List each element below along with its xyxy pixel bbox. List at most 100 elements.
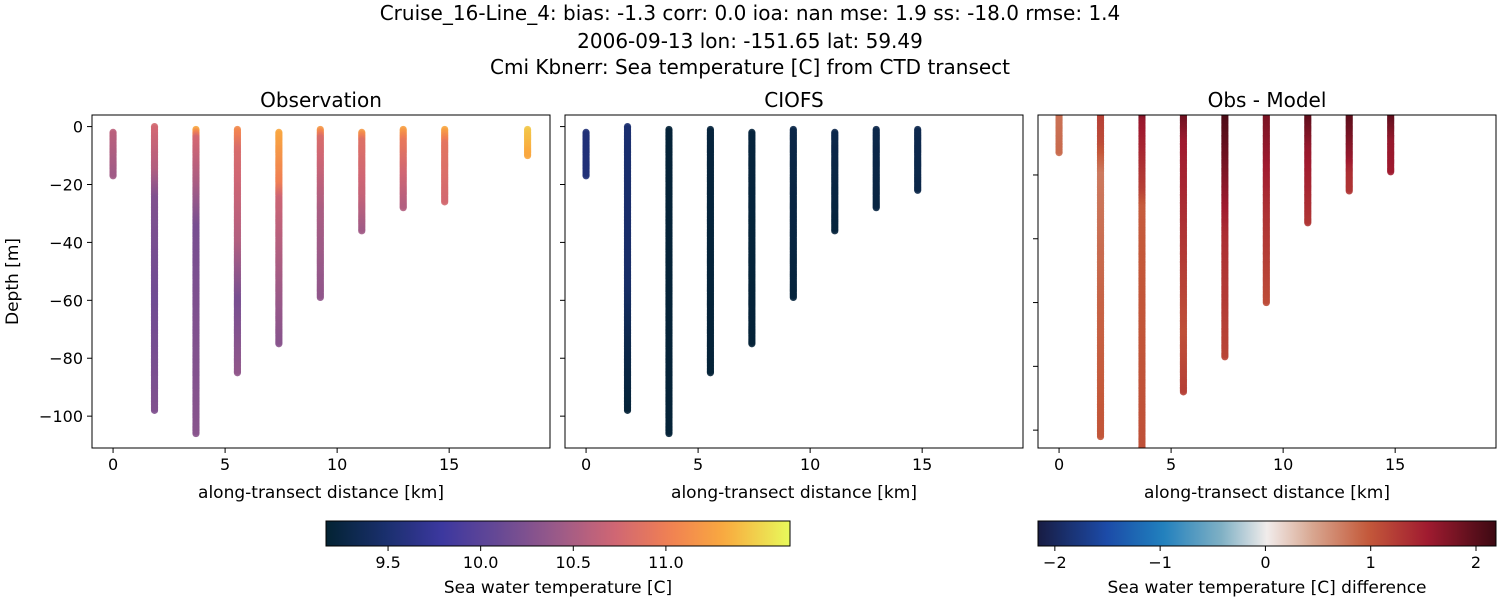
data-point (1345, 187, 1353, 195)
axes-frame (1037, 114, 1497, 449)
cast-profile (441, 125, 449, 206)
x-axis-label: along-transect distance [km] (198, 483, 444, 503)
cast-profile (523, 125, 532, 160)
data-point (1262, 298, 1270, 307)
panel-ciofs: CIOFS 0 5 10 15 along-transect distance [km] (560, 88, 1024, 503)
data-point (1304, 219, 1312, 227)
cast-profile (1055, 115, 1063, 157)
cast-profile (109, 128, 117, 180)
cast-profile (665, 125, 673, 438)
cast-profile (706, 125, 715, 377)
data-point (872, 204, 880, 212)
data-point (523, 151, 532, 160)
y-tick-label: −40 (49, 233, 83, 252)
cast-profile (1262, 115, 1270, 307)
cast-profile (399, 125, 407, 212)
data-point (1179, 388, 1188, 396)
colorbar-tick-label: 0 (1260, 553, 1270, 572)
figure-title-line-3: Cmi Kbnerr: Sea temperature [C] from CTD… (490, 55, 1010, 79)
data-point (748, 340, 756, 348)
figure-title-line-2: 2006-09-13 lon: -151.65 lat: 59.49 (577, 29, 923, 53)
x-tick-label: 10 (800, 455, 820, 474)
x-tick-label: 5 (693, 455, 703, 474)
cast-profile (1221, 115, 1229, 361)
data-point (316, 293, 324, 302)
cast-profile (233, 125, 242, 377)
x-tick-label: 5 (1166, 455, 1176, 474)
cast-profile (275, 128, 283, 348)
x-tick-label: 15 (912, 455, 932, 474)
cast-profile (1387, 115, 1395, 176)
data-point (150, 406, 159, 414)
data-point (109, 172, 117, 180)
cast-profile (316, 125, 324, 302)
x-tick-label: 5 (220, 455, 230, 474)
data-points (1055, 115, 1395, 448)
data-point (789, 293, 797, 302)
colorbar-label: Sea water temperature [C] (444, 578, 672, 598)
data-point (582, 172, 590, 180)
cast-profile (150, 122, 159, 414)
colorbar-tick-label: −2 (1043, 553, 1067, 572)
data-point (914, 186, 922, 194)
data-point (441, 198, 449, 206)
colorbar-tick-label: 11.0 (648, 553, 684, 572)
colorbar-tick-label: 10.5 (555, 553, 591, 572)
colorbar-thermal: 9.5 10.0 10.5 11.0 Sea water temperature [C] (325, 520, 791, 598)
colorbar-tick-label: 9.5 (375, 553, 400, 572)
y-tick-label: −20 (49, 175, 83, 194)
colorbar-tick-label: 2 (1471, 553, 1481, 572)
colorbar-tick-label: 1 (1366, 553, 1376, 572)
panel-title: Observation (260, 88, 382, 112)
cast-profile (914, 125, 922, 194)
panel-title: Obs - Model (1208, 88, 1327, 112)
cast-profile (1179, 115, 1188, 396)
data-point (665, 429, 673, 438)
data-point (706, 369, 715, 377)
x-tick-label: 15 (1385, 455, 1405, 474)
cast-profile (358, 128, 366, 235)
x-tick-label: 0 (108, 455, 118, 474)
axes-frame (564, 114, 1024, 449)
y-tick-label: −60 (49, 291, 83, 310)
panel-title: CIOFS (764, 88, 823, 112)
cast-profile (1096, 115, 1105, 441)
x-axis-label: along-transect distance [km] (1144, 483, 1390, 503)
data-point (1221, 353, 1229, 361)
cast-profile (1345, 115, 1353, 195)
y-tick-label: 0 (73, 118, 83, 137)
x-tick-label: 10 (1273, 455, 1293, 474)
y-tick-label: −100 (39, 407, 83, 426)
data-points (109, 122, 532, 438)
data-points (582, 122, 922, 438)
colorbar-tick-label: −1 (1148, 553, 1172, 572)
axes-frame (91, 114, 551, 449)
y-tick-label: −80 (49, 349, 83, 368)
panel-observation: Observation 0 5 10 15 along-transect distance… (3, 88, 551, 503)
figure-title-line-1: Cruise_16-Line_4: bias: -1.3 corr: 0.0 i… (379, 1, 1121, 25)
colorbar-bar (1037, 520, 1497, 547)
data-point (1055, 149, 1063, 157)
colorbar-bar (325, 520, 791, 547)
data-point (399, 204, 407, 212)
data-point (831, 227, 839, 235)
colorbar-label: Sea water temperature [C] difference (1107, 578, 1426, 598)
data-point (233, 369, 242, 377)
data-point (1096, 432, 1105, 441)
y-axis-label: Depth [m] (3, 238, 23, 325)
data-point (192, 429, 200, 438)
cast-profile (831, 128, 839, 235)
x-tick-label: 0 (1054, 455, 1064, 474)
x-tick-label: 10 (327, 455, 347, 474)
cast-profile (192, 125, 200, 438)
data-point (358, 227, 366, 235)
x-axis-label: along-transect distance [km] (671, 483, 917, 503)
cast-profile (582, 128, 590, 180)
cast-profile (789, 125, 797, 302)
x-tick-label: 0 (581, 455, 591, 474)
cast-profile (872, 125, 880, 212)
cast-profile (1138, 115, 1146, 448)
data-point (1387, 168, 1395, 176)
